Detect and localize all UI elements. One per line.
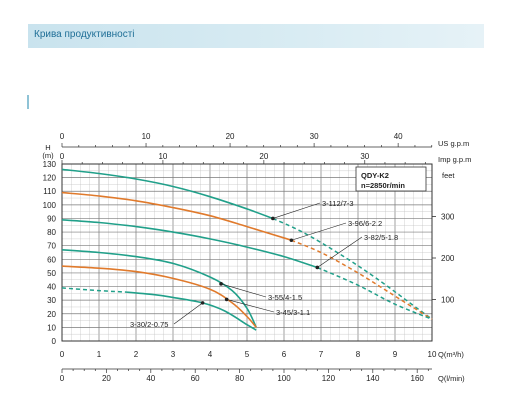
imp-gpm-tick-label: 10 [158,152,167,161]
leader-line [173,302,203,325]
y-tick-label: 20 [47,310,56,319]
operating-point-marker [315,265,320,270]
y-tick-label: 80 [47,228,56,237]
y-tick-label: 30 [47,296,56,305]
curve-label: 3-45/3-1.1 [276,308,310,317]
m3h-tick-label: 6 [282,350,287,359]
curve-dashed-segment [61,287,125,293]
curve-solid-segment [61,249,258,328]
m3h-tick-label: 2 [134,350,139,359]
operating-point-marker [289,238,294,243]
operating-point-marker [224,297,229,302]
title-banner: Крива продуктивності [28,24,484,48]
curve-solid-segment [61,168,274,220]
lmin-tick-label: 140 [366,374,380,383]
feet-axis-label: feet [442,171,455,180]
imp-gpm-tick-label: 20 [259,152,268,161]
curve-dashed-segment [272,217,433,320]
lmin-axis-label: Q(l/min) [438,374,465,383]
us-gpm-tick-label: 10 [142,132,151,141]
curve-solid-segment [61,265,257,328]
feet-tick-label: 300 [441,213,455,222]
leader-line [272,202,321,219]
leader-line [317,236,363,268]
curve-label: 3-112/7-3 [322,199,354,208]
chart-title: QDY-K2 [361,171,389,180]
us-gpm-tick-label: 0 [60,132,65,141]
m3h-tick-label: 0 [60,350,65,359]
y-axis-unit: (m) [42,151,54,160]
operating-point-marker [200,301,205,305]
m3h-tick-label: 9 [393,350,398,359]
y-tick-label: 10 [47,323,56,332]
feet-tick-label: 100 [441,296,455,305]
m3h-axis-label: Q(m³/h) [438,350,464,359]
curve-dashed-segment [317,266,433,320]
y-tick-label: 110 [43,187,56,196]
us-gpm-axis-label: US g.p.m [438,139,469,148]
curve-dashed-segment [291,239,433,320]
m3h-tick-label: 1 [97,350,102,359]
y-tick-label: 0 [52,337,57,346]
curve-solid-segment [61,219,318,269]
m3h-tick-label: 10 [428,350,437,359]
model-box [355,166,427,192]
imp-gpm-tick-label: 30 [360,152,369,161]
lmin-tick-label: 100 [277,374,291,383]
m3h-tick-label: 4 [208,350,213,359]
lmin-tick-label: 20 [102,374,111,383]
imp-gpm-tick-label: 0 [60,152,65,161]
us-gpm-tick-label: 20 [226,132,235,141]
plot-frame [61,163,433,342]
y-tick-label: 70 [47,242,56,251]
m3h-tick-label: 5 [245,350,250,359]
leader-line [226,299,275,313]
feet-tick-label: 200 [441,254,455,263]
lmin-tick-label: 160 [411,374,425,383]
leader-line [291,222,347,241]
y-tick-label: 50 [47,269,56,278]
y-tick-label: 120 [43,174,57,183]
curve-label: 3-82/5-1.8 [364,233,398,242]
us-gpm-tick-label: 40 [394,132,403,141]
us-gpm-tick-label: 30 [310,132,319,141]
curve-label: 3-30/2-0.75 [130,320,168,329]
lmin-tick-label: 80 [235,374,244,383]
curve-label: 3-96/6-2.2 [348,219,382,228]
m3h-tick-label: 7 [319,350,324,359]
decorative-divider [27,95,29,109]
m3h-tick-label: 3 [171,350,176,359]
operating-point-marker [219,282,223,286]
y-tick-label: 60 [47,255,56,264]
operating-point-marker [271,216,275,221]
y-tick-label: 40 [47,283,56,292]
y-tick-label: 100 [43,201,57,210]
lmin-tick-label: 60 [191,374,200,383]
m3h-tick-label: 8 [356,350,361,359]
y-tick-label: 90 [47,214,56,223]
y-tick-label: 130 [43,160,57,169]
imp-gpm-axis-label: Imp g.p.m [438,155,471,164]
leader-line [221,283,267,298]
chart-subtitle: n=2850r/min [361,181,405,190]
banner-title: Крива продуктивності [34,29,135,40]
y-axis-letter: H [45,143,50,152]
curve-solid-segment [61,191,292,241]
lmin-tick-label: 0 [60,374,65,383]
lmin-tick-label: 120 [322,374,336,383]
lmin-tick-label: 40 [146,374,155,383]
curve-label: 3-55/4-1.5 [268,293,302,302]
